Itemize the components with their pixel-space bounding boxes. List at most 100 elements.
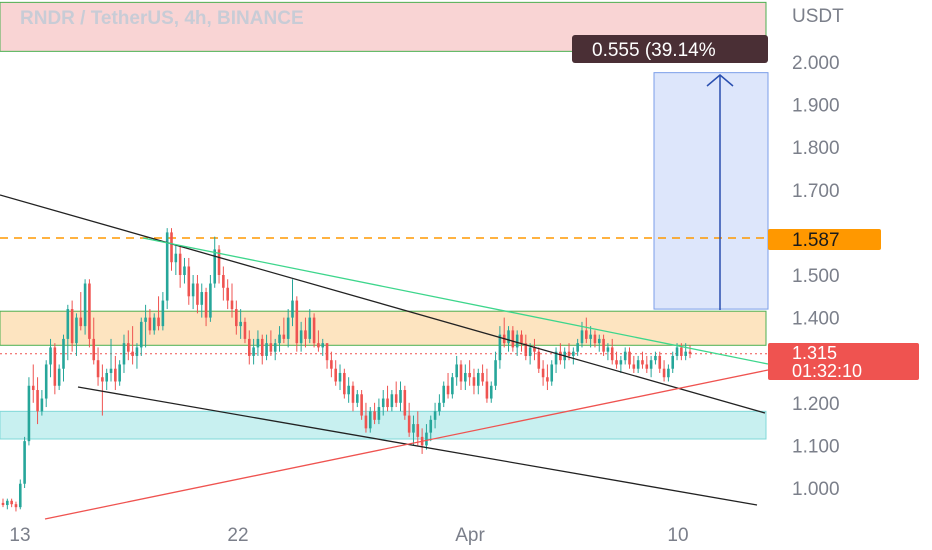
candle-body <box>394 394 398 403</box>
candle-body <box>654 355 657 361</box>
candle-body <box>286 317 290 339</box>
candle-body <box>144 317 147 322</box>
candle-body <box>464 372 467 382</box>
demand-zone <box>0 410 767 440</box>
candle-body <box>559 351 562 361</box>
candle-body <box>325 343 329 361</box>
candle-body <box>334 368 337 382</box>
candle-body <box>18 483 22 508</box>
price-tick-label: 1.800 <box>792 138 840 159</box>
candle-body <box>230 300 234 310</box>
candle-body <box>178 253 182 275</box>
upper-channel-trendline[interactable] <box>0 194 766 414</box>
candle-body <box>585 330 588 339</box>
candle-body <box>636 360 640 369</box>
candle-body <box>170 232 173 263</box>
green-resistance-trendline[interactable] <box>142 237 769 365</box>
candle-body <box>247 338 251 356</box>
candle-body <box>662 368 666 378</box>
candle-body <box>70 309 74 344</box>
candle-body <box>148 317 152 331</box>
candle-body <box>580 330 584 344</box>
candle-body <box>368 411 372 429</box>
candle-body <box>66 309 70 339</box>
candle-body <box>602 338 605 352</box>
candle-body <box>381 398 385 408</box>
candle-body <box>360 394 363 416</box>
candle-body <box>88 283 91 339</box>
candle-body <box>40 398 44 412</box>
candle-body <box>256 338 260 348</box>
candle-body <box>209 283 212 318</box>
time-axis[interactable]: 13 22 Apr 10 <box>9 525 688 546</box>
candle-body <box>494 360 497 386</box>
candle-body <box>291 300 294 318</box>
candle-body <box>550 364 554 382</box>
candle-body <box>222 275 225 288</box>
candle-body <box>321 343 325 348</box>
measure-label-bg <box>572 35 768 63</box>
candle-body <box>96 360 100 378</box>
candle-body <box>6 500 9 506</box>
candle-body <box>619 360 623 365</box>
candle-body <box>161 300 165 327</box>
candle-body <box>416 424 420 437</box>
candle-body <box>684 351 687 356</box>
target-arrow-head <box>706 74 734 87</box>
candle-body <box>347 385 350 395</box>
candle-body <box>187 266 191 297</box>
candle-body <box>377 407 381 420</box>
candle-body <box>688 351 692 354</box>
red-support-trendline[interactable] <box>44 369 769 520</box>
candle-body <box>537 351 541 369</box>
candle-body <box>524 343 528 356</box>
time-tick-label: Apr <box>455 525 485 546</box>
candle-body <box>351 385 355 403</box>
candle-body <box>278 334 281 344</box>
last-price-text: 1.315 <box>792 343 837 363</box>
candle-body <box>10 500 13 505</box>
target-projection-box <box>653 72 769 310</box>
candle-body <box>615 360 618 365</box>
candle-body <box>658 355 662 369</box>
supply-zone <box>0 310 767 346</box>
candle-body <box>364 415 368 429</box>
candle-body <box>269 343 273 352</box>
candle-body <box>44 364 48 399</box>
candle-body <box>403 390 407 416</box>
candle-body <box>139 321 143 348</box>
candle-body <box>312 317 316 344</box>
candle-body <box>191 283 195 297</box>
last-price-tag <box>768 343 919 380</box>
candle-body <box>386 398 389 408</box>
candle-body <box>83 283 87 327</box>
price-tick-label: 1.400 <box>792 309 840 330</box>
candle-body <box>213 249 217 284</box>
candle-body <box>157 317 160 327</box>
candle-body <box>62 338 65 369</box>
candle-body <box>667 368 670 378</box>
lower-channel-trendline[interactable] <box>77 386 758 506</box>
price-axis[interactable]: USDT 2.000 1.900 1.800 1.700 1.500 1.400 1.200… <box>792 6 844 500</box>
candle-body <box>468 372 471 378</box>
price-tick-label: 1.700 <box>792 181 840 202</box>
candle-body <box>356 394 359 403</box>
candle-body <box>489 385 493 399</box>
price-tick-label: 1.200 <box>792 394 840 415</box>
candle-body <box>36 390 39 412</box>
measure-label: 0.555 (39.14% <box>592 40 716 61</box>
candle-body <box>23 441 26 484</box>
candle-body <box>459 364 463 382</box>
candle-body <box>27 385 31 442</box>
candle-body <box>429 419 433 433</box>
price-tick-label: 1.500 <box>792 266 840 287</box>
candle-body <box>118 364 121 382</box>
candle-body <box>265 343 268 356</box>
candle-body <box>533 347 536 352</box>
candle-body <box>343 372 346 395</box>
candle-body <box>485 381 489 399</box>
candle-body <box>632 364 636 369</box>
candle-body <box>217 249 221 275</box>
candle-body <box>610 347 614 361</box>
